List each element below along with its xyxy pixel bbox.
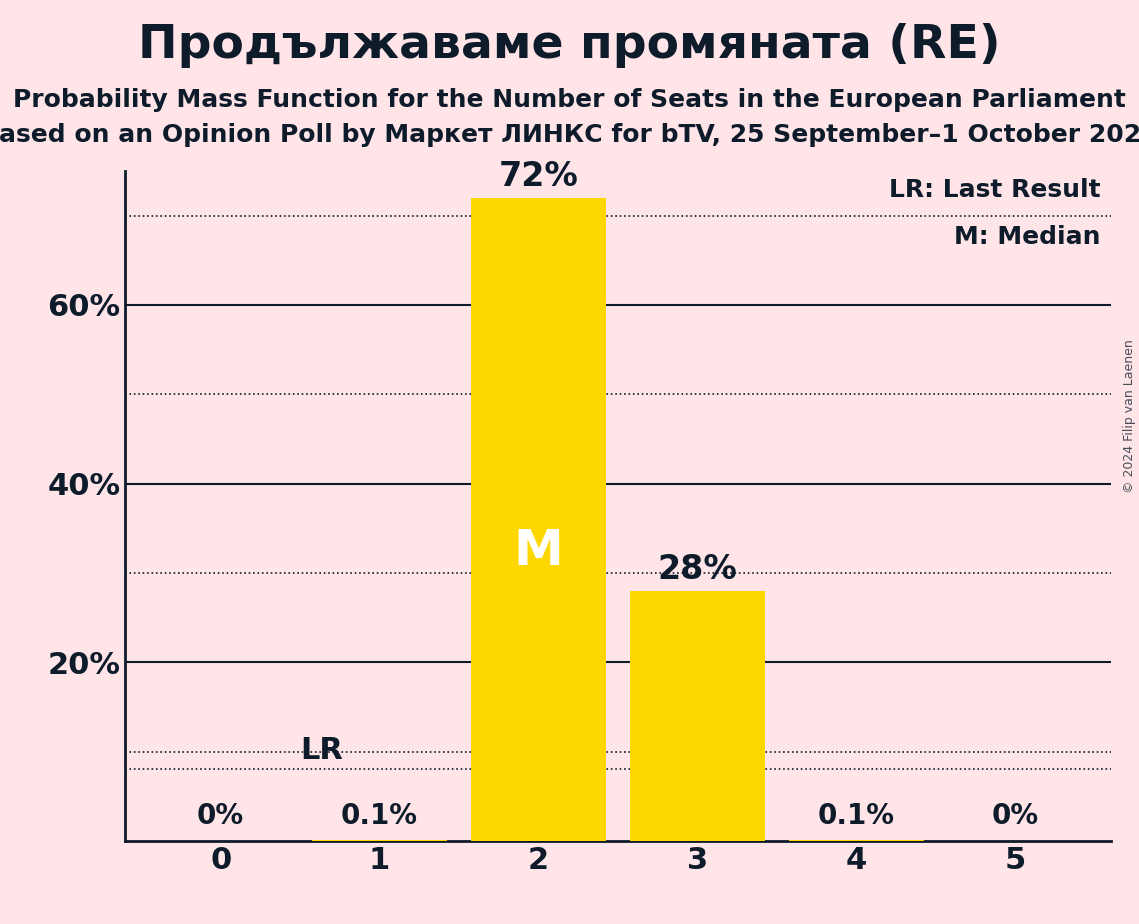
Text: LR: Last Result: LR: Last Result — [890, 177, 1100, 201]
Text: LR: LR — [300, 736, 343, 765]
Text: 0.1%: 0.1% — [341, 802, 418, 830]
Text: Based on an Opinion Poll by Маркет ЛИНКС for bTV, 25 September–1 October 2024: Based on an Opinion Poll by Маркет ЛИНКС… — [0, 123, 1139, 147]
Text: © 2024 Filip van Laenen: © 2024 Filip van Laenen — [1123, 339, 1137, 492]
Text: M: M — [514, 528, 564, 576]
Bar — [630, 590, 765, 841]
Text: M: Median: M: Median — [954, 225, 1100, 249]
Bar — [470, 198, 606, 841]
Text: 0%: 0% — [992, 802, 1039, 830]
Text: Продължаваме промяната (RE): Продължаваме промяната (RE) — [138, 23, 1001, 68]
Text: 0%: 0% — [197, 802, 244, 830]
Text: 0.1%: 0.1% — [818, 802, 895, 830]
Text: Probability Mass Function for the Number of Seats in the European Parliament: Probability Mass Function for the Number… — [13, 88, 1126, 112]
Text: 28%: 28% — [657, 553, 737, 587]
Text: 72%: 72% — [499, 160, 579, 193]
